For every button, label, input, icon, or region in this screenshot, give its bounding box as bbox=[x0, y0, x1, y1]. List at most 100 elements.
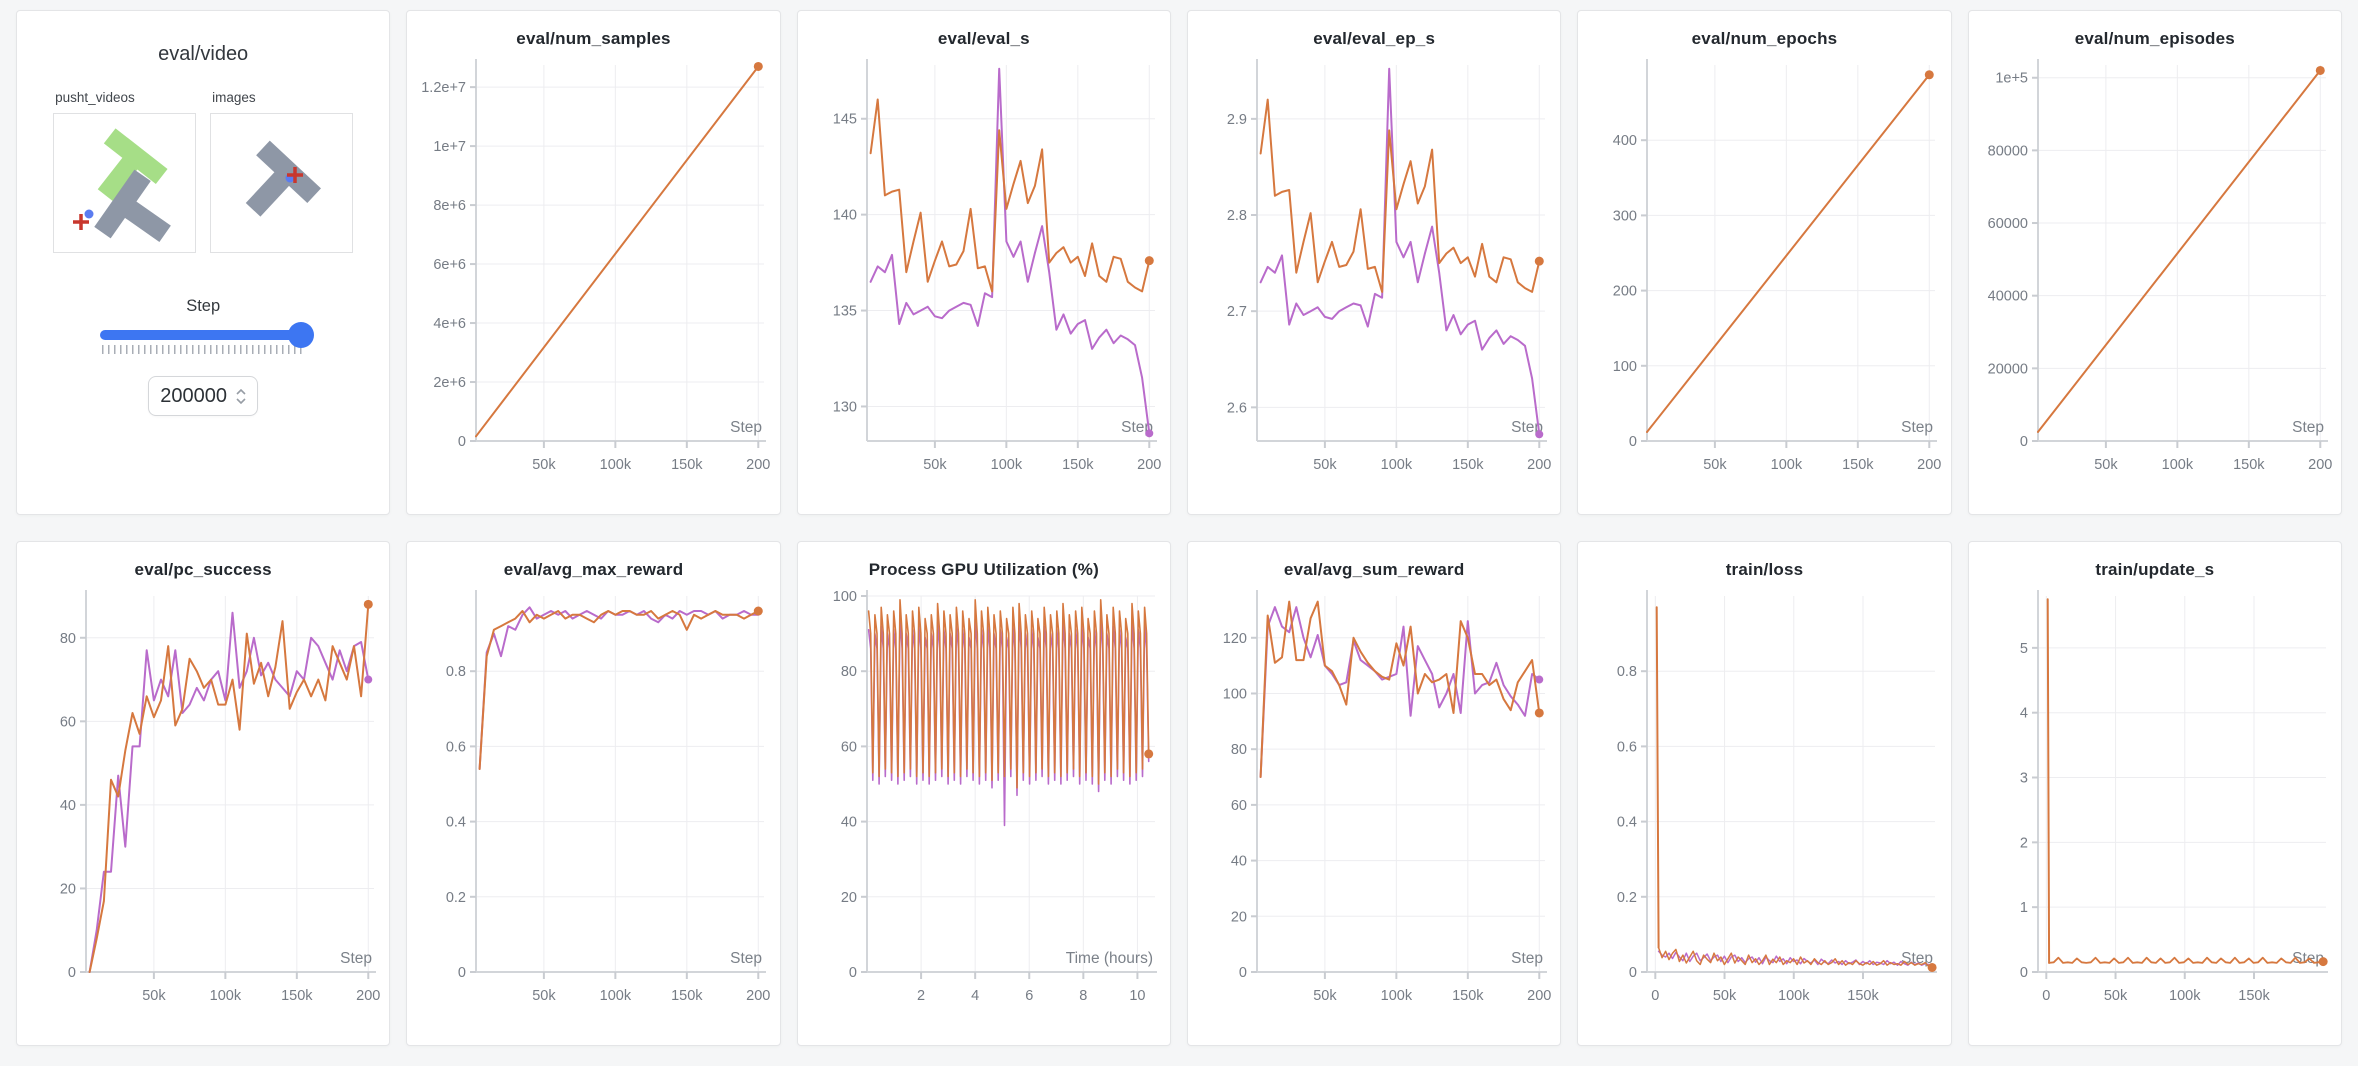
svg-text:150k: 150k bbox=[281, 988, 313, 1004]
svg-text:200: 200 bbox=[1918, 457, 1942, 473]
chart-title: eval/eval_s bbox=[937, 29, 1030, 48]
svg-text:50k: 50k bbox=[533, 457, 557, 473]
svg-text:100k: 100k bbox=[600, 988, 632, 1004]
svg-text:0: 0 bbox=[2020, 965, 2028, 981]
svg-text:4e+6: 4e+6 bbox=[434, 316, 467, 332]
svg-text:1.2e+7: 1.2e+7 bbox=[422, 80, 467, 96]
svg-text:0: 0 bbox=[849, 965, 857, 981]
svg-text:400: 400 bbox=[1613, 133, 1637, 149]
svg-text:100: 100 bbox=[1223, 686, 1247, 702]
chart-eval-num-epochs[interactable]: 0 100 200 300 400 50k 100k 150k 200 Step bbox=[1583, 51, 1945, 501]
svg-text:100: 100 bbox=[833, 589, 857, 605]
decrement-arrow-icon[interactable] bbox=[236, 397, 246, 404]
chart-title: eval/num_episodes bbox=[2074, 29, 2235, 48]
panel-eval-num-samples: eval/num_samples 0 2e+6 4e+6 6e+6 8e+6 1e+7 1.… bbox=[406, 10, 781, 515]
slider-track[interactable] bbox=[100, 322, 315, 348]
step-value-input[interactable]: 200000 bbox=[148, 376, 259, 416]
chart-title: eval/avg_sum_reward bbox=[1283, 560, 1465, 579]
chart-title: train/loss bbox=[1725, 560, 1804, 579]
svg-text:50k: 50k bbox=[2104, 988, 2128, 1004]
svg-text:1: 1 bbox=[2020, 900, 2028, 916]
svg-text:0: 0 bbox=[1239, 965, 1247, 981]
svg-text:4: 4 bbox=[2020, 706, 2028, 722]
chart-eval-pc-success[interactable]: 0 20 40 60 80 50k 100k 150k 200 Step bbox=[22, 582, 384, 1032]
gray-t-shape bbox=[94, 169, 172, 242]
slider-thumb[interactable] bbox=[288, 322, 315, 348]
chart-eval-avg-max-reward[interactable]: 0 0.2 0.4 0.6 0.8 50k 100k 150k 200 Step bbox=[412, 582, 774, 1032]
svg-text:200: 200 bbox=[1527, 457, 1551, 473]
svg-text:Time (hours): Time (hours) bbox=[1066, 950, 1153, 967]
increment-arrow-icon[interactable] bbox=[236, 388, 246, 395]
chart-title: eval/eval_ep_s bbox=[1313, 29, 1436, 48]
chart-gpu-utilization[interactable]: 0 20 40 60 80 100 2 4 6 8 10 Time (hours) bbox=[803, 582, 1165, 1032]
media-row: pusht_videos bbox=[17, 90, 389, 253]
panel-gpu-utilization: Process GPU Utilization (%) 0 20 40 60 80 100… bbox=[796, 541, 1171, 1046]
panel-eval-video: eval/video pusht_videos bbox=[16, 10, 391, 515]
svg-text:200: 200 bbox=[747, 988, 771, 1004]
chart-eval-avg-sum-reward[interactable]: 0 20 40 60 80 100 120 50k 100k 150k 200 Step bbox=[1193, 582, 1555, 1032]
svg-text:80: 80 bbox=[60, 631, 76, 647]
slider-ruler bbox=[102, 345, 305, 354]
svg-text:Step: Step bbox=[1121, 419, 1153, 436]
svg-text:135: 135 bbox=[833, 304, 857, 320]
svg-text:300: 300 bbox=[1613, 208, 1637, 224]
svg-text:100k: 100k bbox=[600, 457, 632, 473]
svg-text:80: 80 bbox=[1231, 742, 1247, 758]
svg-text:50k: 50k bbox=[2094, 457, 2118, 473]
svg-text:2: 2 bbox=[2020, 835, 2028, 851]
step-slider-label: Step bbox=[186, 297, 221, 315]
chart-title: eval/avg_max_reward bbox=[503, 560, 684, 579]
svg-text:100k: 100k bbox=[1381, 457, 1413, 473]
images-thumbnail[interactable] bbox=[210, 113, 354, 253]
svg-text:Step: Step bbox=[1511, 950, 1543, 967]
svg-text:Step: Step bbox=[2292, 419, 2324, 436]
panel-eval-avg-max-reward: eval/avg_max_reward 0 0.2 0.4 0.6 0.8 50k 100k… bbox=[406, 541, 781, 1046]
svg-text:0.4: 0.4 bbox=[446, 815, 466, 831]
media-item-images[interactable]: images bbox=[210, 90, 354, 253]
svg-text:150k: 150k bbox=[1062, 457, 1094, 473]
agent-dot bbox=[84, 209, 94, 219]
svg-text:150k: 150k bbox=[1452, 457, 1484, 473]
svg-text:2.7: 2.7 bbox=[1227, 304, 1247, 320]
panel-eval-eval-s: eval/eval_s 130 135 140 145 50k 100k 150k 200 St… bbox=[796, 10, 1171, 515]
svg-text:100k: 100k bbox=[1779, 988, 1811, 1004]
svg-text:100k: 100k bbox=[1771, 457, 1803, 473]
svg-text:100k: 100k bbox=[2161, 457, 2193, 473]
step-slider[interactable] bbox=[100, 322, 315, 354]
svg-text:0: 0 bbox=[1629, 434, 1637, 450]
svg-text:6e+6: 6e+6 bbox=[434, 257, 467, 273]
panel-eval-avg-sum-reward: eval/avg_sum_reward 0 20 40 60 80 100 120 50k 10… bbox=[1187, 541, 1562, 1046]
chart-eval-num-episodes[interactable]: 0 20000 40000 60000 80000 1e+5 50k 100k 150k 200 S… bbox=[1974, 51, 2336, 501]
media-item-pusht-videos[interactable]: pusht_videos bbox=[53, 90, 197, 253]
stepper-arrows[interactable] bbox=[236, 388, 246, 404]
svg-text:50k: 50k bbox=[923, 457, 947, 473]
svg-text:Step: Step bbox=[731, 419, 763, 436]
svg-text:140: 140 bbox=[833, 208, 857, 224]
svg-text:150k: 150k bbox=[2233, 457, 2265, 473]
svg-text:60: 60 bbox=[841, 739, 857, 755]
svg-text:150k: 150k bbox=[2238, 988, 2270, 1004]
chart-eval-num-samples[interactable]: 0 2e+6 4e+6 6e+6 8e+6 1e+7 1.2e+7 50k 100k 150k 20… bbox=[412, 51, 774, 501]
chart-eval-eval-s[interactable]: 130 135 140 145 50k 100k 150k 200 Step bbox=[803, 51, 1165, 501]
svg-text:50k: 50k bbox=[533, 988, 557, 1004]
svg-text:150k: 150k bbox=[672, 457, 704, 473]
svg-text:60000: 60000 bbox=[1988, 216, 2028, 232]
svg-text:6: 6 bbox=[1025, 988, 1033, 1004]
chart-eval-eval-ep-s[interactable]: 2.6 2.7 2.8 2.9 50k 100k 150k 200 Step bbox=[1193, 51, 1555, 501]
svg-text:100: 100 bbox=[1613, 359, 1637, 375]
svg-text:150k: 150k bbox=[1452, 988, 1484, 1004]
svg-text:200: 200 bbox=[1137, 457, 1161, 473]
svg-text:2: 2 bbox=[917, 988, 925, 1004]
svg-text:8: 8 bbox=[1079, 988, 1087, 1004]
chart-title: eval/num_samples bbox=[516, 29, 671, 48]
svg-text:2e+6: 2e+6 bbox=[434, 375, 467, 391]
svg-text:0: 0 bbox=[2042, 988, 2050, 1004]
pusht-video-thumbnail[interactable] bbox=[53, 113, 197, 253]
svg-text:200: 200 bbox=[1613, 284, 1637, 300]
svg-text:0: 0 bbox=[1652, 988, 1660, 1004]
panel-eval-num-epochs: eval/num_epochs 0 100 200 300 400 50k 100k 150k… bbox=[1577, 10, 1952, 515]
svg-text:20: 20 bbox=[841, 890, 857, 906]
